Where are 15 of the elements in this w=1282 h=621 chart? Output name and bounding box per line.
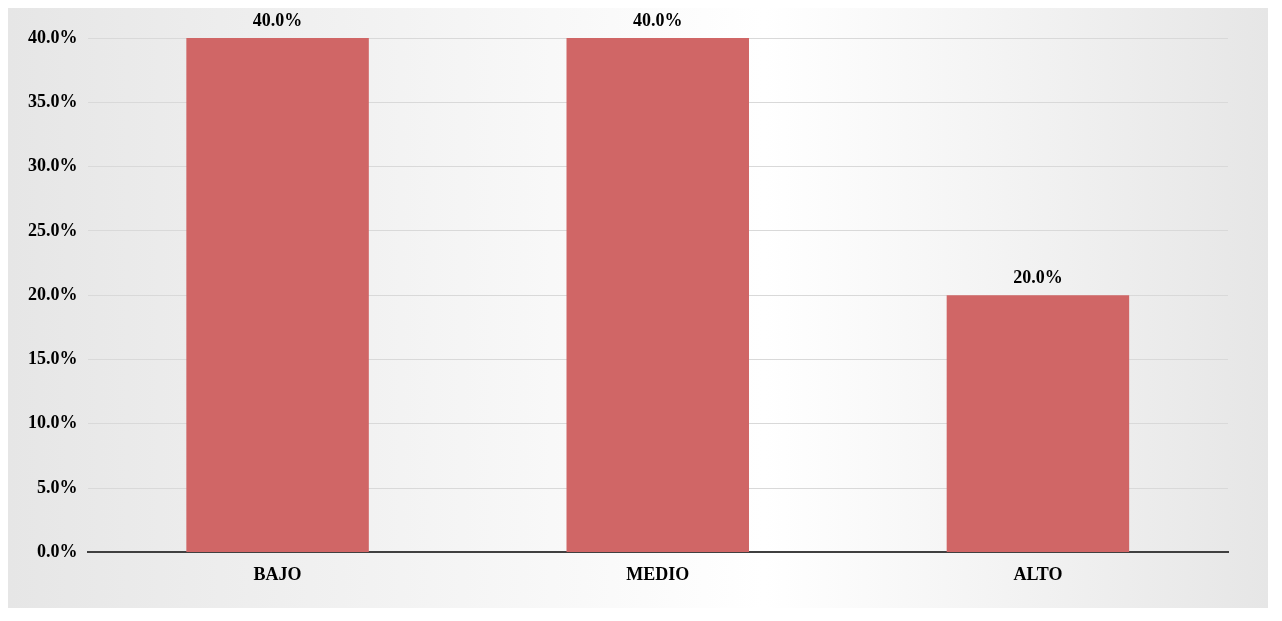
data-label: 40.0% [252,9,303,30]
x-tick-label: MEDIO [626,563,690,584]
x-tick-label: ALTO [1013,563,1063,584]
y-tick-label: 25.0% [28,219,78,240]
data-label: 20.0% [1013,266,1063,287]
y-tick-label: 30.0% [28,155,78,176]
y-tick-label: 15.0% [28,348,78,369]
y-tick-label: 5.0% [37,476,78,497]
y-tick-label: 10.0% [28,412,78,433]
y-tick-label: 0.0% [37,541,78,562]
y-tick-label: 35.0% [28,90,78,111]
y-tick-label: 20.0% [28,283,78,304]
data-label: 40.0% [633,9,683,30]
y-tick-label: 40.0% [28,26,78,47]
x-tick-label: BAJO [253,563,302,584]
